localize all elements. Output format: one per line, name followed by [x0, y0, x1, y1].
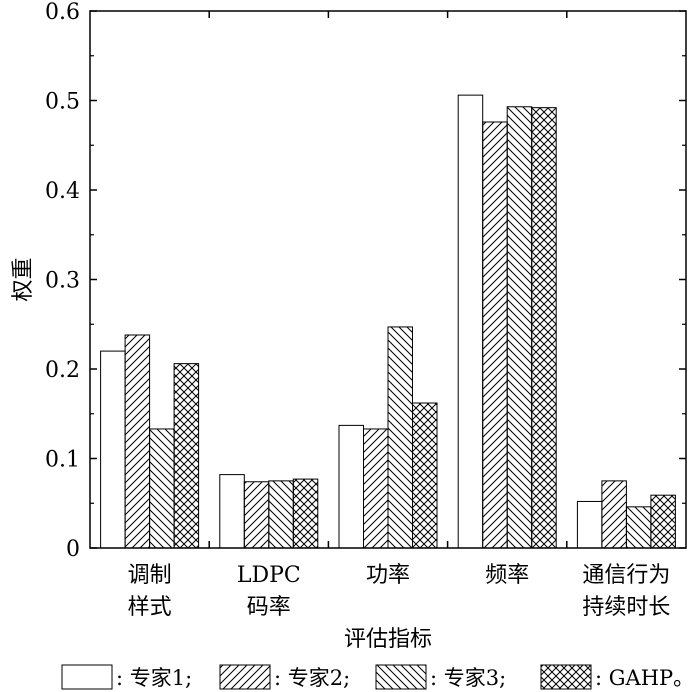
- legend-swatch-3: [540, 664, 592, 690]
- bar-专家3-4: [625, 506, 652, 549]
- category-label-0: 调制: [128, 563, 172, 588]
- bar-专家1-4: [576, 500, 603, 549]
- bar-专家2-4: [601, 480, 627, 549]
- y-tick-label: 0.6: [45, 0, 80, 25]
- bar-专家1-0: [100, 350, 126, 549]
- category-label-1: 码率: [247, 595, 291, 620]
- legend-label-0: : 专家1;: [116, 666, 192, 690]
- bar-专家1-3: [457, 94, 484, 549]
- y-tick-label: 0.2: [45, 358, 80, 383]
- y-tick-label: 0: [66, 537, 80, 562]
- bar-专家1-2: [338, 424, 364, 549]
- bar-专家3-3: [506, 106, 533, 549]
- bar-GAHP-1: [292, 478, 319, 549]
- legend-label-3: : GAHP。: [595, 666, 694, 690]
- category-label-4: 通信行为: [582, 563, 670, 588]
- bar-GAHP-2: [412, 402, 438, 549]
- bar-专家3-2: [387, 326, 413, 549]
- x-axis-title: 评估指标: [344, 627, 432, 652]
- bars-layer: [100, 94, 676, 549]
- category-label-2: 功率: [366, 563, 410, 588]
- bar-专家1-1: [219, 474, 245, 549]
- legend-label-2: : 专家3;: [430, 666, 506, 690]
- category-label-3: 频率: [485, 563, 529, 588]
- bar-专家3-0: [149, 428, 175, 549]
- category-label-0: 样式: [128, 595, 172, 620]
- bar-专家2-0: [124, 334, 151, 549]
- y-tick-label: 0.4: [45, 179, 80, 204]
- category-label-4: 持续时长: [582, 595, 670, 620]
- bar-专家2-1: [243, 481, 270, 549]
- legend: : 专家1; : 专家2; : 专家3; : GAHP。: [61, 664, 694, 690]
- legend-label-1: : 专家2;: [274, 666, 350, 690]
- y-tick-label: 0.3: [45, 269, 80, 294]
- legend-swatch-2: [375, 664, 427, 690]
- bar-GAHP-3: [531, 107, 557, 549]
- y-tick-label: 0.1: [45, 448, 80, 473]
- y-tick-label: 0.5: [45, 90, 80, 115]
- bar-专家2-3: [482, 121, 508, 549]
- y-axis-title: 权重: [11, 257, 36, 301]
- legend-swatch-0: [61, 664, 113, 690]
- bar-专家3-1: [268, 480, 294, 549]
- bar-GAHP-0: [173, 363, 200, 549]
- bar-GAHP-4: [650, 494, 676, 549]
- category-label-1: LDPC: [237, 563, 301, 588]
- legend-swatch-1: [219, 664, 271, 690]
- bar-专家2-2: [363, 428, 389, 549]
